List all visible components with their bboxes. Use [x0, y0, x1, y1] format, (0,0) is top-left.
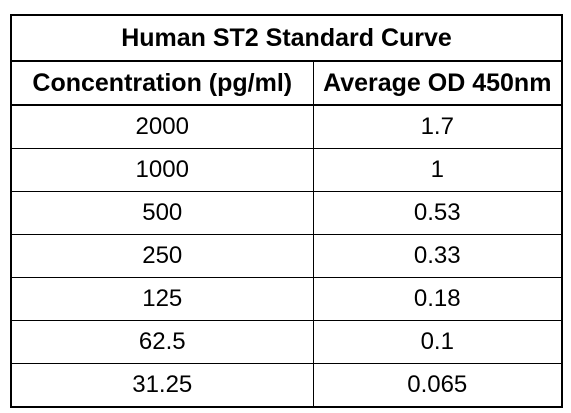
table-row: 250 0.33	[10, 234, 563, 278]
concentration-cell: 1000	[10, 148, 314, 192]
table-row: 31.25 0.065	[10, 363, 563, 408]
table-title-row: Human ST2 Standard Curve	[10, 14, 563, 62]
standard-curve-table: Human ST2 Standard Curve Concentration (…	[10, 14, 564, 408]
concentration-cell: 62.5	[10, 320, 314, 364]
column-header-concentration: Concentration (pg/ml)	[10, 60, 314, 106]
table-row: 2000 1.7	[10, 104, 563, 149]
average-od-cell: 0.33	[312, 234, 563, 278]
table-row: 500 0.53	[10, 191, 563, 235]
concentration-cell: 125	[10, 277, 314, 321]
table-row: 125 0.18	[10, 277, 563, 321]
average-od-cell: 1.7	[312, 104, 563, 149]
column-header-average-od: Average OD 450nm	[312, 60, 563, 106]
average-od-cell: 0.1	[312, 320, 563, 364]
table-row: 1000 1	[10, 148, 563, 192]
table-header-row: Concentration (pg/ml) Average OD 450nm	[10, 60, 563, 106]
concentration-cell: 31.25	[10, 363, 314, 408]
standard-curve-table-container: Human ST2 Standard Curve Concentration (…	[10, 14, 564, 408]
average-od-cell: 1	[312, 148, 563, 192]
concentration-cell: 2000	[10, 104, 314, 149]
average-od-cell: 0.53	[312, 191, 563, 235]
average-od-cell: 0.065	[312, 363, 563, 408]
table-title: Human ST2 Standard Curve	[10, 14, 563, 62]
table-row: 62.5 0.1	[10, 320, 563, 364]
average-od-cell: 0.18	[312, 277, 563, 321]
concentration-cell: 500	[10, 191, 314, 235]
concentration-cell: 250	[10, 234, 314, 278]
